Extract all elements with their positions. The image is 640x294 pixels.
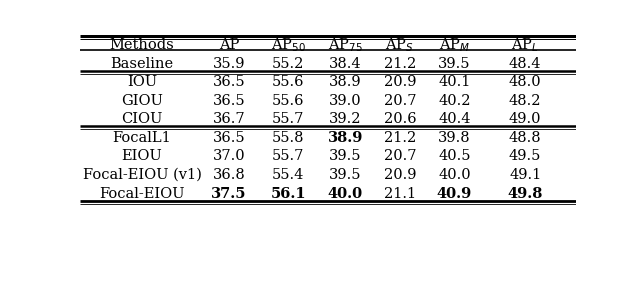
Text: Methods: Methods (109, 39, 174, 52)
Text: 40.9: 40.9 (437, 186, 472, 201)
Text: 55.7: 55.7 (272, 149, 305, 163)
Text: 48.4: 48.4 (509, 56, 541, 71)
Text: 49.0: 49.0 (509, 112, 541, 126)
Text: AP: AP (219, 39, 239, 52)
Text: 39.5: 39.5 (329, 149, 362, 163)
Text: 49.1: 49.1 (509, 168, 541, 182)
Text: 38.9: 38.9 (328, 131, 363, 145)
Text: 21.2: 21.2 (384, 131, 416, 145)
Text: 36.5: 36.5 (212, 131, 245, 145)
Text: 55.8: 55.8 (272, 131, 305, 145)
Text: AP$_{75}$: AP$_{75}$ (328, 37, 363, 54)
Text: 39.5: 39.5 (438, 56, 471, 71)
Text: 20.6: 20.6 (383, 112, 416, 126)
Text: 36.5: 36.5 (212, 94, 245, 108)
Text: 21.2: 21.2 (384, 56, 416, 71)
Text: 40.1: 40.1 (438, 75, 470, 89)
Text: 39.8: 39.8 (438, 131, 471, 145)
Text: 20.7: 20.7 (383, 94, 416, 108)
Text: 21.1: 21.1 (384, 186, 416, 201)
Text: 48.0: 48.0 (509, 75, 541, 89)
Text: 55.7: 55.7 (272, 112, 305, 126)
Text: 49.5: 49.5 (509, 149, 541, 163)
Text: 48.8: 48.8 (509, 131, 541, 145)
Text: CIOU: CIOU (122, 112, 163, 126)
Text: 55.4: 55.4 (272, 168, 305, 182)
Text: AP$_{L}$: AP$_{L}$ (511, 37, 539, 54)
Text: 37.0: 37.0 (212, 149, 245, 163)
Text: 55.2: 55.2 (272, 56, 305, 71)
Text: 55.6: 55.6 (272, 94, 305, 108)
Text: Focal-EIOU: Focal-EIOU (99, 186, 185, 201)
Text: EIOU: EIOU (122, 149, 163, 163)
Text: IOU: IOU (127, 75, 157, 89)
Text: AP$_{M}$: AP$_{M}$ (439, 37, 470, 54)
Text: 40.5: 40.5 (438, 149, 471, 163)
Text: 37.5: 37.5 (211, 186, 246, 201)
Text: 35.9: 35.9 (212, 56, 245, 71)
Text: AP$_{50}$: AP$_{50}$ (271, 37, 306, 54)
Text: 40.0: 40.0 (328, 186, 363, 201)
Text: 20.7: 20.7 (383, 149, 416, 163)
Text: GIOU: GIOU (121, 94, 163, 108)
Text: 39.2: 39.2 (329, 112, 362, 126)
Text: 36.5: 36.5 (212, 75, 245, 89)
Text: 36.7: 36.7 (212, 112, 245, 126)
Text: Focal-EIOU (v1): Focal-EIOU (v1) (83, 168, 202, 182)
Text: Baseline: Baseline (111, 56, 173, 71)
Text: AP$_{S}$: AP$_{S}$ (385, 37, 414, 54)
Text: 56.1: 56.1 (271, 186, 306, 201)
Text: 38.9: 38.9 (329, 75, 362, 89)
Text: 38.4: 38.4 (329, 56, 362, 71)
Text: 39.0: 39.0 (329, 94, 362, 108)
Text: FocalL1: FocalL1 (113, 131, 172, 145)
Text: 20.9: 20.9 (383, 168, 416, 182)
Text: 39.5: 39.5 (329, 168, 362, 182)
Text: 40.4: 40.4 (438, 112, 471, 126)
Text: 49.8: 49.8 (508, 186, 543, 201)
Text: 40.2: 40.2 (438, 94, 471, 108)
Text: 48.2: 48.2 (509, 94, 541, 108)
Text: 55.6: 55.6 (272, 75, 305, 89)
Text: 36.8: 36.8 (212, 168, 245, 182)
Text: 40.0: 40.0 (438, 168, 471, 182)
Text: 20.9: 20.9 (383, 75, 416, 89)
